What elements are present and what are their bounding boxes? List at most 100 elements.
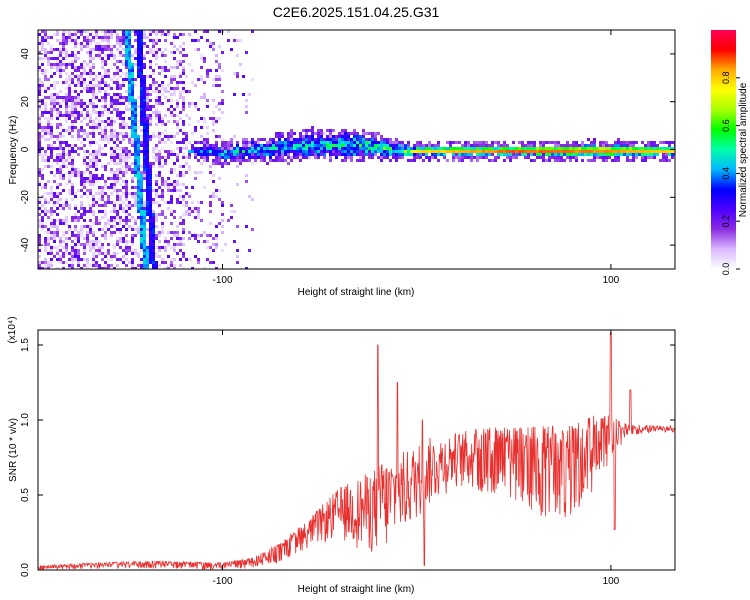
spectrogram-cell (503, 141, 506, 144)
spectrogram-cell (260, 138, 263, 141)
spectrogram-cell (554, 150, 557, 153)
spectrogram-cell (290, 159, 293, 162)
spectrogram-cell (572, 156, 575, 159)
spectrogram-cell (215, 267, 218, 269)
spectrogram-cell (275, 147, 278, 150)
spectrogram-cell (86, 168, 89, 171)
spectrogram-cell (623, 144, 626, 147)
spectrogram-cell (212, 129, 215, 132)
spectrogram-cell (215, 150, 218, 153)
spectrogram-cell (305, 129, 308, 132)
spectrogram-cell (131, 69, 134, 72)
spectrogram-cell (104, 102, 107, 105)
spectrogram-cell (104, 39, 107, 42)
spectrogram-cell (149, 87, 152, 90)
spectrogram-cell (668, 159, 671, 162)
spectrogram-cell (572, 147, 575, 150)
spectrogram-cell (665, 153, 668, 156)
spectrogram-cell (512, 153, 515, 156)
spectrogram-cell (569, 144, 572, 147)
spectrogram-cell (278, 144, 281, 147)
spectrogram-cell (110, 48, 113, 51)
spectrogram-cell (107, 258, 110, 261)
spectrogram-cell (164, 48, 167, 51)
spectrogram-cell (89, 162, 92, 165)
spectrogram-cell (533, 150, 536, 153)
spectrogram-cell (77, 219, 80, 222)
spectrogram-cell (47, 111, 50, 114)
spectrogram-cell (224, 243, 227, 246)
spectrogram-cell (101, 153, 104, 156)
spectrogram-cell (212, 99, 215, 102)
spectrogram-cell (647, 156, 650, 159)
spectrogram-cell (170, 87, 173, 90)
spectrogram-cell (347, 141, 350, 144)
spectrogram-cell (56, 57, 59, 60)
spectrogram-cell (38, 249, 41, 252)
spectrogram-cell (149, 240, 152, 243)
spectrogram-cell (98, 264, 101, 267)
spectrogram-cell (86, 195, 89, 198)
colorbar-tick-label: 0.6 (721, 119, 731, 132)
spectrogram-cell (74, 174, 77, 177)
spectrogram-cell (149, 66, 152, 69)
spectrogram-cell (272, 141, 275, 144)
spectrogram-cell (59, 222, 62, 225)
spectrogram-cell (635, 156, 638, 159)
spectrogram-cell (188, 117, 191, 120)
spectrogram-cell (62, 222, 65, 225)
spectrogram-cell (44, 186, 47, 189)
spectrogram-cell (92, 174, 95, 177)
spectrogram-cell (146, 165, 149, 168)
spectrogram-cell (44, 57, 47, 60)
spectrogram-cell (113, 186, 116, 189)
spectrogram-cell (104, 132, 107, 135)
spectrogram-cell (173, 90, 176, 93)
spectrogram-cell (104, 213, 107, 216)
spectrogram-cell (71, 231, 74, 234)
spectrogram-cell (71, 66, 74, 69)
spectrogram-cell (134, 165, 137, 168)
spectrogram-cell (218, 102, 221, 105)
spectrogram-cell (98, 204, 101, 207)
spectrogram-cell (506, 153, 509, 156)
spectrogram-cell (161, 192, 164, 195)
spectrogram-cell (131, 153, 134, 156)
spectrogram-cell (179, 117, 182, 120)
spectrogram-cell (71, 183, 74, 186)
spectrogram-cell (164, 180, 167, 183)
spectrogram-cell (383, 141, 386, 144)
spectrogram-cell (86, 72, 89, 75)
spectrogram-cell (239, 39, 242, 42)
spectrogram-cell (71, 111, 74, 114)
spectrogram-cell (296, 141, 299, 144)
spectrogram-cell (380, 141, 383, 144)
spectrogram-cell (122, 225, 125, 228)
spectrogram-cell (176, 66, 179, 69)
spectrogram-cell (653, 153, 656, 156)
spectrogram-cell (80, 234, 83, 237)
spectrogram-cell (413, 159, 416, 162)
spectrogram-cell (212, 150, 215, 153)
spectrogram-cell (86, 30, 89, 33)
spectrogram-cell (188, 207, 191, 210)
spectrogram-cell (122, 84, 125, 87)
spectrogram-cell (119, 189, 122, 192)
spectrogram-cell (314, 150, 317, 153)
spectrogram-cell (77, 99, 80, 102)
spectrogram-cell (380, 135, 383, 138)
spectrogram-cell (299, 132, 302, 135)
spectrogram-cell (56, 30, 59, 33)
spectrogram-cell (59, 147, 62, 150)
spectrogram-cell (44, 36, 47, 39)
spectrogram-cell (323, 141, 326, 144)
spectrogram-cell (119, 141, 122, 144)
spectrogram-cell (101, 267, 104, 269)
spectrogram-cell (71, 219, 74, 222)
spectrogram-cell (317, 141, 320, 144)
spectrogram-cell (161, 156, 164, 159)
spectrogram-cell (182, 267, 185, 269)
spectrogram-cell (47, 261, 50, 264)
spectrogram-cell (158, 240, 161, 243)
